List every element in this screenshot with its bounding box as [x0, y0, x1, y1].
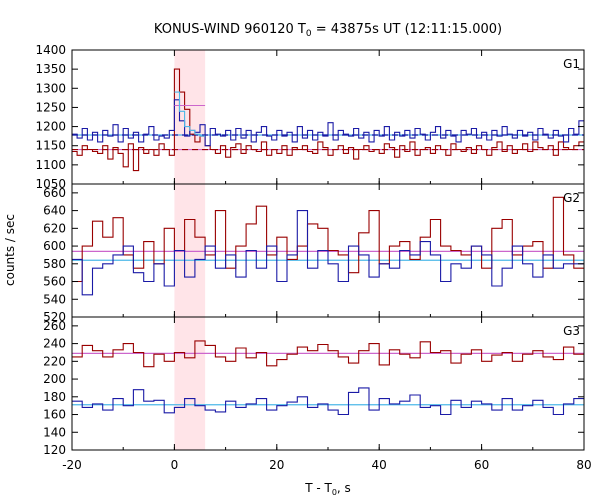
series-dark-blue [72, 210, 584, 296]
panel-g3: 120 140 160 180 200 220 240 260 G3 [43, 316, 585, 457]
y-tick-label: 580 [43, 257, 66, 271]
panel-frame [71, 49, 585, 185]
panel-label: G2 [563, 191, 580, 205]
panel-frame [71, 316, 585, 451]
y-tick-label: 560 [43, 275, 66, 289]
series-dark-red [72, 68, 584, 172]
x-axis-label: T - T0, s [304, 481, 351, 497]
x-tick-label: -20 [62, 458, 82, 472]
y-tick-label: 180 [43, 390, 66, 404]
y-tick-label: 1300 [35, 81, 66, 95]
y-tick-label: 1100 [35, 158, 66, 172]
y-tick-label: 540 [43, 292, 66, 306]
y-tick-label: 220 [43, 354, 66, 368]
series-dark-blue [72, 99, 584, 147]
coarse-series-2 [174, 91, 206, 137]
panel-g2: 520 540 560 580 600 620 640 660 G2 [43, 183, 585, 324]
y-tick-label: 520 [43, 310, 66, 324]
plot-area [72, 340, 584, 416]
series-dark-red [72, 196, 584, 283]
y-tick-label: 660 [43, 186, 66, 200]
y-tick-label: 200 [43, 372, 66, 386]
plot-area [72, 196, 584, 296]
series-dark-red [72, 340, 584, 368]
x-tick-label: 80 [576, 458, 591, 472]
chart-title: KONUS-WIND 960120 T0 = 43875s UT (12:11:… [154, 22, 502, 39]
y-tick-label: 1050 [35, 177, 66, 191]
panel-label: G3 [563, 324, 580, 338]
y-tick-label: 240 [43, 337, 66, 351]
y-tick-label: 600 [43, 239, 66, 253]
y-tick-label: 640 [43, 204, 66, 218]
y-tick-label: 160 [43, 408, 66, 422]
panels-group: 1050 1100 1150 1200 1250 1300 1350 1400 G1 520 540… [35, 43, 585, 457]
y-axis-label: counts / sec [3, 214, 17, 286]
x-tick-label: 20 [269, 458, 284, 472]
y-tick-label: 1250 [35, 100, 66, 114]
plot-area [72, 68, 584, 172]
y-tick-label: 260 [43, 319, 66, 333]
y-tick-label: 1200 [35, 120, 66, 134]
x-tick-label: 60 [474, 458, 489, 472]
x-tick-labels: -20 0 20 40 60 80 [62, 458, 591, 472]
panel-label: G1 [563, 57, 580, 71]
y-tick-label: 120 [43, 443, 66, 457]
y-tick-label: 1150 [35, 139, 66, 153]
y-tick-label: 1350 [35, 62, 66, 76]
series-dark-blue [72, 387, 584, 416]
y-tick-label: 620 [43, 221, 66, 235]
x-tick-label: 0 [171, 458, 179, 472]
y-tick-label: 1400 [35, 43, 66, 57]
y-tick-label: 140 [43, 425, 66, 439]
x-tick-label: 40 [372, 458, 387, 472]
panel-g1: 1050 1100 1150 1200 1250 1300 1350 1400 G1 [35, 43, 585, 191]
